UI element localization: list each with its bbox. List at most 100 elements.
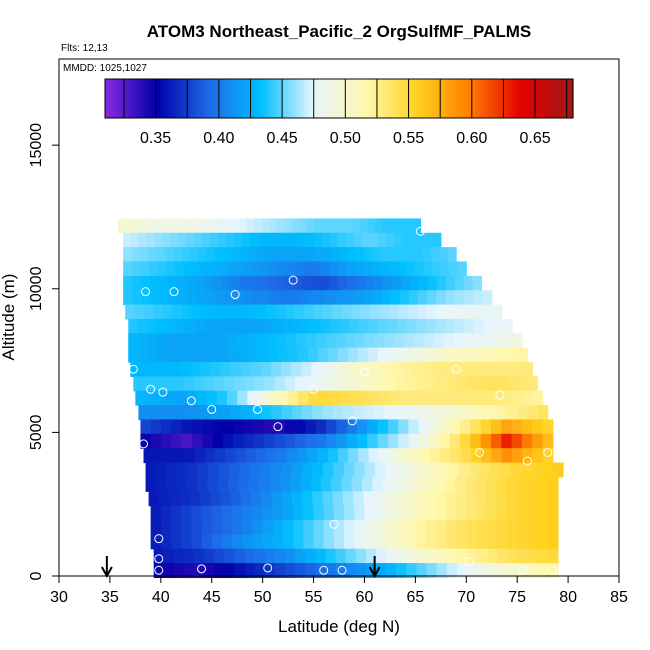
heat-cell (396, 318, 408, 334)
colorbar-segment (471, 79, 477, 118)
heat-cell (185, 275, 196, 291)
heat-cell (214, 376, 225, 392)
heat-cell (507, 519, 518, 535)
heat-cell (204, 548, 215, 564)
colorbar-segment (541, 79, 547, 118)
heat-cell (233, 290, 244, 306)
heat-cell (531, 462, 543, 478)
heat-cell (329, 232, 339, 248)
heat-cell (381, 362, 393, 377)
heat-cell (492, 304, 503, 320)
heat-cell (337, 218, 346, 234)
flights-label: Flts: 12,13 (61, 43, 108, 54)
heat-cell (347, 247, 357, 263)
heat-cell (305, 563, 316, 579)
heat-cell (483, 318, 494, 334)
heat-cell (267, 347, 279, 363)
heat-cell (194, 563, 205, 579)
heat-cell (186, 218, 195, 234)
heat-cell (527, 534, 539, 550)
heat-cell (462, 362, 473, 377)
colorbar-segment (479, 79, 484, 118)
colorbar-segment (440, 79, 445, 118)
heat-cell (441, 362, 453, 377)
heat-cell (458, 462, 470, 478)
heat-cell (354, 333, 366, 349)
heat-cell (425, 519, 437, 535)
colorbar-segment (459, 79, 465, 118)
colorbar-segment (147, 79, 153, 118)
colorbar-tick-label: 0.50 (330, 130, 361, 147)
heat-cell (437, 462, 449, 478)
heat-cell (336, 433, 348, 449)
heat-cell (409, 448, 421, 464)
heat-cell (200, 362, 212, 377)
heat-cell (202, 232, 212, 248)
heat-cell (191, 304, 202, 320)
heat-cell (405, 534, 416, 550)
sample-point (146, 384, 156, 394)
heat-cell (271, 491, 283, 507)
heat-cell (131, 247, 141, 263)
heat-cell (291, 362, 302, 377)
heat-cell (272, 318, 283, 334)
heat-cell (171, 433, 183, 449)
colorbar-segment (284, 79, 289, 118)
heat-cell (307, 448, 319, 464)
heat-cell (433, 333, 445, 349)
heat-cell (436, 376, 448, 392)
heat-cell (393, 232, 402, 248)
heat-cell (325, 548, 337, 564)
heat-cell (246, 333, 257, 349)
heat-cell (381, 290, 391, 306)
heat-cell (547, 534, 559, 550)
heat-cell (385, 232, 394, 248)
heat-cell (315, 376, 326, 392)
heat-cell (387, 318, 398, 334)
heat-cell (354, 519, 366, 535)
heat-cell (178, 347, 189, 363)
heat-cell (358, 448, 370, 464)
heat-cell (483, 304, 494, 320)
heat-cell (450, 448, 462, 464)
heat-cell (230, 405, 242, 421)
heat-cell (163, 548, 175, 564)
heat-cell (143, 376, 155, 392)
heat-cell (527, 563, 539, 579)
heat-cell (400, 390, 411, 406)
heat-cell (323, 519, 335, 535)
sample-point (273, 422, 283, 432)
heat-cell (224, 376, 235, 392)
x-tick-label: 55 (305, 589, 323, 606)
heat-cell (207, 333, 218, 349)
heat-cell (375, 376, 387, 392)
colorbar-segment (171, 79, 176, 118)
colorbar-segment (498, 79, 504, 118)
x-tick-label: 45 (203, 589, 221, 606)
heat-cell (286, 448, 298, 464)
heat-cell (460, 433, 471, 449)
heat-cell (532, 448, 544, 464)
heat-cell (230, 362, 242, 377)
heat-cell (359, 218, 369, 234)
heat-cell (201, 534, 213, 550)
heat-cell (537, 476, 549, 492)
heat-cell (307, 290, 318, 306)
colorbar-segment (105, 79, 110, 118)
heat-cell (325, 333, 336, 349)
colorbar-segment (108, 79, 114, 118)
colorbar-segment (155, 79, 161, 118)
heat-cell (284, 376, 296, 392)
heat-cell (390, 290, 401, 306)
colorbar-segment (401, 79, 406, 118)
heat-cell (456, 505, 467, 521)
heat-cell (277, 347, 289, 363)
heat-cell (134, 304, 145, 320)
heat-cell (203, 275, 214, 291)
heat-cell (317, 347, 329, 363)
heat-cell (231, 247, 241, 263)
heat-cell (295, 433, 306, 449)
heat-cell (371, 362, 383, 377)
heat-cell (260, 362, 272, 377)
heat-cell (447, 247, 457, 263)
